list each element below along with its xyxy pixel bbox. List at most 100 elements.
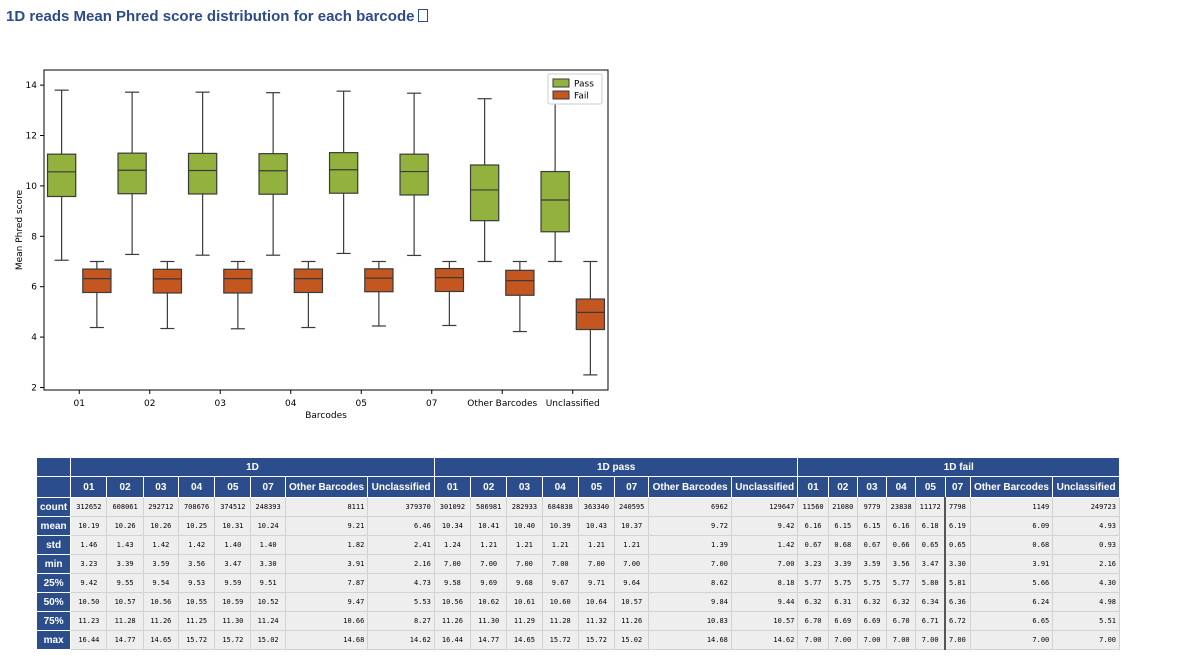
table-cell: 2.16 — [367, 554, 435, 574]
row-header: 50% — [35, 592, 72, 612]
pass-box — [328, 152, 359, 194]
column-header: 04 — [541, 476, 579, 498]
table-cell: 282933 — [506, 497, 543, 517]
table-cell: 9.47 — [284, 592, 369, 612]
table-cell: 7.00 — [470, 554, 508, 574]
table-cell: 4.73 — [367, 573, 435, 593]
table-cell: 10.26 — [106, 516, 144, 536]
table-cell: 7.00 — [1052, 630, 1120, 650]
table-cell: 14.77 — [470, 630, 508, 650]
fail-box — [364, 268, 394, 293]
table-cell: 1.40 — [250, 535, 286, 555]
x-tick-label: 07 — [426, 399, 437, 409]
table-cell: 10.41 — [470, 516, 508, 536]
table-cell: 9.59 — [214, 573, 252, 593]
table-cell: 1.82 — [284, 535, 369, 555]
y-tick-label: 8 — [31, 232, 37, 242]
table-cell: 1.40 — [214, 535, 252, 555]
x-tick-label: 01 — [74, 399, 85, 409]
column-header: 07 — [944, 476, 971, 498]
column-header: Unclassified — [1052, 476, 1120, 498]
table-cell: 4.93 — [1052, 516, 1120, 536]
x-tick-label: 02 — [144, 399, 155, 409]
table-cell: 7.00 — [433, 554, 472, 574]
column-header: 07 — [614, 476, 650, 498]
table-cell: 1.24 — [433, 535, 472, 555]
table-cell: 5.66 — [969, 573, 1054, 593]
table-row: 50% 10.50 10.57 10.56 10.55 10.59 10.52 9.47 5.5… — [35, 592, 1120, 612]
row-header: max — [35, 630, 72, 650]
table-cell: 10.40 — [506, 516, 543, 536]
table-cell: 5.51 — [1052, 611, 1120, 631]
link-anchor-icon[interactable] — [418, 9, 429, 22]
table-cell: 10.62 — [470, 592, 508, 612]
table-cell: 10.66 — [284, 611, 369, 631]
table-cell: 1.46 — [70, 535, 108, 555]
table-cell: 14.65 — [142, 630, 179, 650]
table-cell: 7798 — [944, 497, 971, 517]
column-header: 05 — [915, 476, 946, 498]
table-cell: 7.00 — [856, 630, 888, 650]
table-cell: 0.65 — [944, 535, 971, 555]
table-cell: 16.44 — [433, 630, 472, 650]
table-cell: 1.21 — [577, 535, 616, 555]
pass-box — [399, 153, 429, 196]
table-cell: 14.65 — [506, 630, 543, 650]
group-header: 1D pass — [433, 457, 799, 477]
row-header: min — [35, 554, 72, 574]
table-cell: 9.54 — [142, 573, 179, 593]
table-cell: 7.00 — [915, 630, 947, 650]
table-cell: 14.68 — [284, 630, 369, 650]
table-cell: 5.75 — [856, 573, 888, 593]
row-header: mean — [35, 516, 72, 536]
x-tick-label: 04 — [285, 399, 297, 409]
fail-box — [82, 268, 112, 294]
legend-swatch-pass — [552, 78, 570, 88]
table-cell: 7.00 — [969, 630, 1054, 650]
table-cell: 9.84 — [648, 592, 732, 612]
table-cell: 6.15 — [827, 516, 858, 536]
table-cell: 9.58 — [433, 573, 472, 593]
table-cell: 6962 — [648, 497, 732, 517]
row-header: std — [35, 535, 72, 555]
table-cell: 3.30 — [944, 554, 971, 574]
table-cell: 14.62 — [367, 630, 435, 650]
table-cell: 3.91 — [284, 554, 369, 574]
column-header: Other Barcodes — [284, 476, 369, 498]
table-cell: 9.44 — [730, 592, 799, 612]
table-cell: 1.42 — [177, 535, 216, 555]
table-cell: 7.00 — [577, 554, 616, 574]
table-cell: 0.93 — [1052, 535, 1120, 555]
column-header: Other Barcodes — [648, 476, 732, 498]
table-cell: 3.30 — [250, 554, 286, 574]
pass-box — [469, 164, 500, 222]
table-cell: 11.28 — [106, 611, 144, 631]
table-row: max 16.44 14.77 14.65 15.72 15.72 15.02 14.68 14… — [35, 630, 1120, 650]
table-cell: 0.65 — [915, 535, 947, 555]
table-cell: 6.31 — [827, 592, 858, 612]
fail-box — [223, 268, 253, 294]
table-cell: 15.72 — [541, 630, 579, 650]
table-cell: 6.65 — [969, 611, 1054, 631]
column-header-row: 01 02 03 04 05 07 Other Barcodes Unclassified 01… — [35, 476, 1120, 498]
table-cell: 6.34 — [915, 592, 947, 612]
table-cell: 7.00 — [648, 554, 732, 574]
table-cell: 6.70 — [797, 611, 829, 631]
row-header: 25% — [35, 573, 72, 593]
table-cell: 10.26 — [142, 516, 179, 536]
phred-boxplot-chart: 2 4 6 8 10 12 14 01 02 03 04 05 07 Other Barcodes Uncl… — [15, 69, 609, 420]
column-header: Other Barcodes — [969, 476, 1054, 498]
table-cell: 6.32 — [797, 592, 829, 612]
table-cell: 11.30 — [470, 611, 508, 631]
fail-box — [505, 269, 535, 296]
table-cell: 129647 — [730, 497, 799, 517]
table-cell: 11.26 — [614, 611, 650, 631]
pass-box — [540, 170, 570, 233]
table-cell: 9.72 — [648, 516, 732, 536]
table-cell: 10.34 — [433, 516, 472, 536]
table-cell: 301092 — [433, 497, 472, 517]
pass-box — [46, 153, 77, 198]
table-cell: 0.67 — [797, 535, 829, 555]
table-cell: 6.71 — [915, 611, 947, 631]
table-cell: 10.61 — [506, 592, 543, 612]
